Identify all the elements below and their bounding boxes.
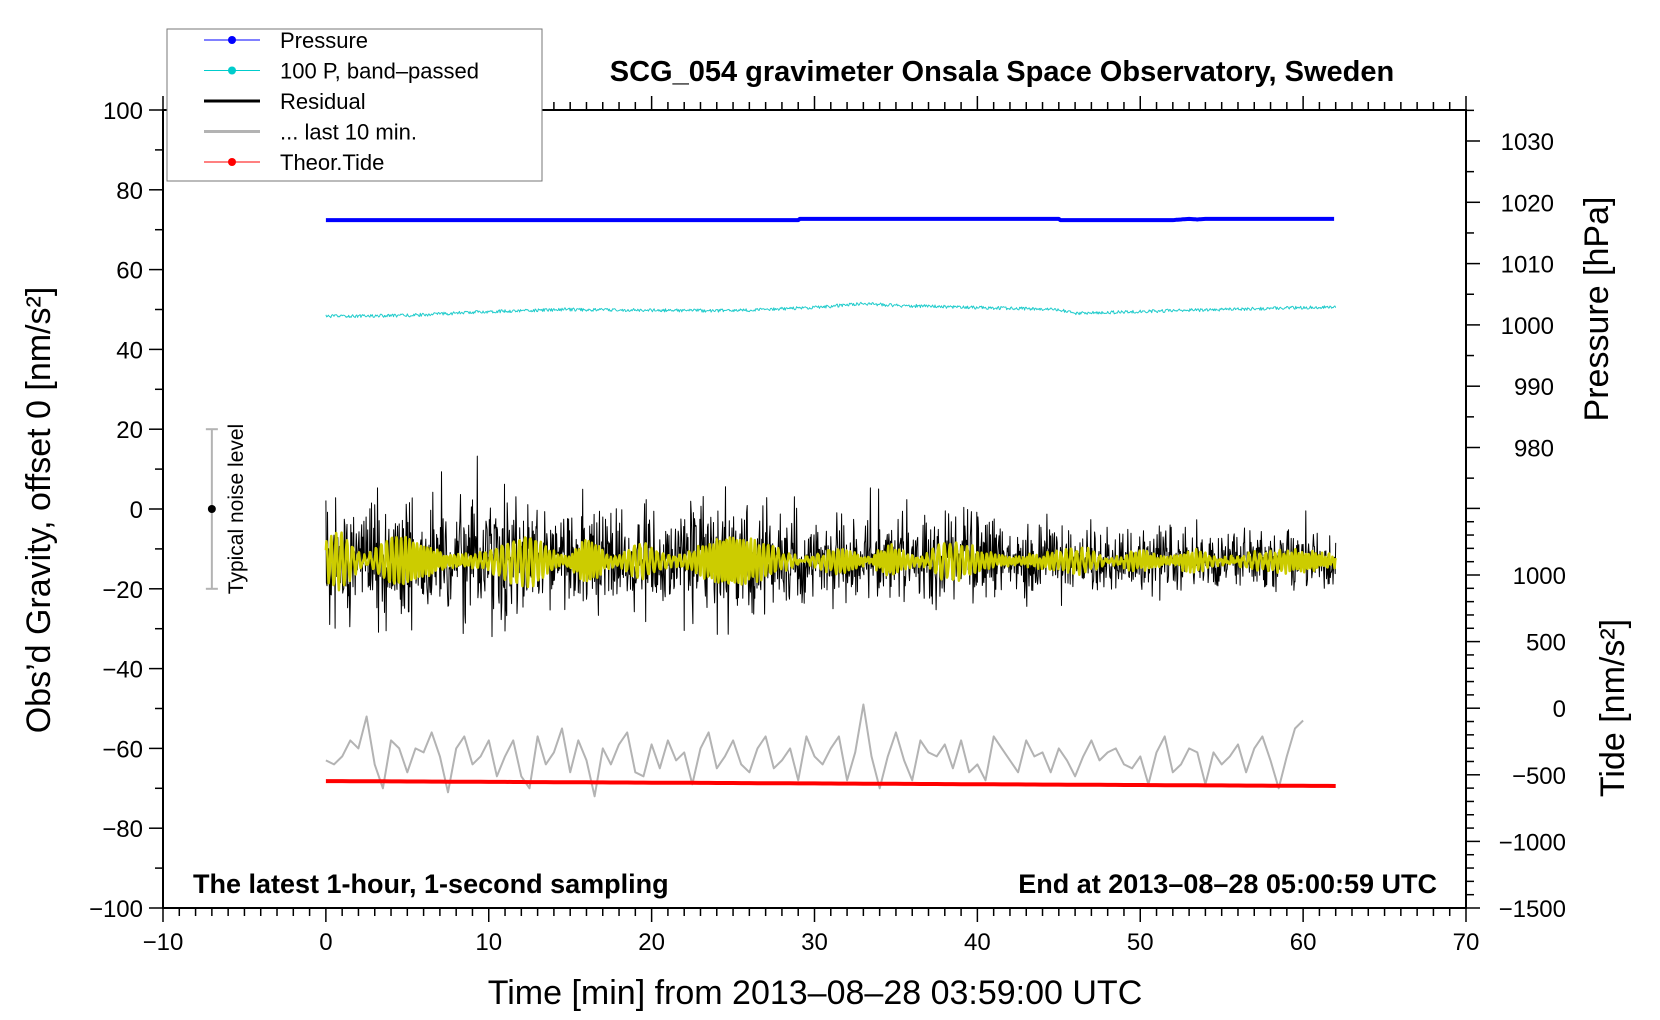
pressure-tick-label: 990 bbox=[1514, 374, 1554, 401]
tide-tick-label: 500 bbox=[1526, 630, 1566, 657]
series-pressure bbox=[325, 216, 1335, 223]
pressure-tick-label: 980 bbox=[1514, 436, 1554, 463]
pressure-tick-label: 1020 bbox=[1501, 190, 1554, 217]
tide-tick-label: −500 bbox=[1512, 763, 1566, 790]
x-tick-label: 0 bbox=[319, 929, 332, 956]
legend-item: Residual bbox=[204, 89, 366, 114]
y-tick-label: −40 bbox=[102, 657, 143, 684]
y-tick-label: 80 bbox=[116, 178, 143, 205]
series-residual-filtered bbox=[324, 531, 1337, 592]
y-tick-label: 40 bbox=[116, 337, 143, 364]
x-tick-label: −10 bbox=[143, 929, 184, 956]
x-tick-label: 30 bbox=[801, 929, 828, 956]
pressure-tick-label: 1000 bbox=[1501, 313, 1554, 340]
pressure-tick-label: 1030 bbox=[1501, 129, 1554, 156]
x-tick-label: 50 bbox=[1127, 929, 1154, 956]
tide-tick-label: −1000 bbox=[1499, 829, 1566, 856]
legend-swatch-marker bbox=[228, 158, 236, 166]
y-tick-label: 20 bbox=[116, 417, 143, 444]
y-tick-label: −100 bbox=[89, 896, 143, 923]
tide-tick-label: −1500 bbox=[1499, 896, 1566, 923]
noise-level-label: Typical noise level bbox=[225, 424, 248, 594]
x-tick-label: 10 bbox=[475, 929, 502, 956]
annotation-right: End at 2013–08–28 05:00:59 UTC bbox=[1018, 869, 1437, 899]
noise-bar: Typical noise level bbox=[205, 424, 248, 594]
x-tick-label: 20 bbox=[638, 929, 665, 956]
y-tick-label: 100 bbox=[103, 98, 143, 125]
axis-ticks: −10 0 10 20 30 40 50 60 70100806040200−20−40−60−… bbox=[89, 96, 1566, 956]
legend-label: 100 P, band–passed bbox=[280, 59, 479, 84]
y-tick-label: −60 bbox=[102, 736, 143, 763]
tide-tick-label: 0 bbox=[1553, 696, 1566, 723]
x-tick-label: 40 bbox=[964, 929, 991, 956]
legend-item: Theor.Tide bbox=[204, 150, 384, 175]
y-axis-label: Obs’d Gravity, offset 0 [nm/s²] bbox=[20, 287, 58, 734]
legend-label: Residual bbox=[280, 89, 366, 114]
chart-title: SCG_054 gravimeter Onsala Space Observat… bbox=[610, 56, 1394, 88]
legend-swatch-marker bbox=[228, 36, 236, 44]
legend-label: Pressure bbox=[280, 28, 368, 53]
plot-lines bbox=[324, 216, 1337, 798]
series-theoretical-tide bbox=[325, 779, 1336, 788]
legend: Pressure 100 P, band–passed Residual ... la… bbox=[166, 28, 543, 182]
legend-item: Pressure bbox=[204, 28, 368, 53]
y-tick-label: −80 bbox=[102, 816, 143, 843]
y-tick-label: 0 bbox=[130, 497, 143, 524]
pressure-tick-label: 1010 bbox=[1501, 252, 1554, 279]
pressure-axis-label: Pressure [hPa] bbox=[1578, 197, 1616, 422]
x-tick-label: 70 bbox=[1453, 929, 1480, 956]
legend-swatch-marker bbox=[228, 66, 236, 75]
x-axis-label: Time [min] from 2013–08–28 03:59:00 UTC bbox=[488, 974, 1143, 1012]
series-bandpassed-pressure bbox=[325, 301, 1337, 319]
y-tick-label: −20 bbox=[102, 577, 143, 604]
series-residual bbox=[325, 455, 1337, 638]
legend-item: 100 P, band–passed bbox=[204, 59, 479, 84]
x-tick-label: 60 bbox=[1290, 929, 1317, 956]
y-tick-label: 60 bbox=[116, 258, 143, 285]
series-last-10-min bbox=[325, 703, 1304, 798]
legend-label: Theor.Tide bbox=[280, 150, 384, 175]
legend-item: ... last 10 min. bbox=[204, 120, 417, 145]
annotation-left: The latest 1-hour, 1-second sampling bbox=[193, 869, 669, 899]
noise-bar-center-dot bbox=[207, 505, 216, 513]
tide-axis-label: Tide [nm/s²] bbox=[1594, 619, 1632, 797]
legend-label: ... last 10 min. bbox=[280, 120, 417, 145]
tide-tick-label: 1000 bbox=[1513, 563, 1566, 590]
plot-frame bbox=[162, 109, 1467, 909]
legend-box bbox=[166, 28, 543, 182]
